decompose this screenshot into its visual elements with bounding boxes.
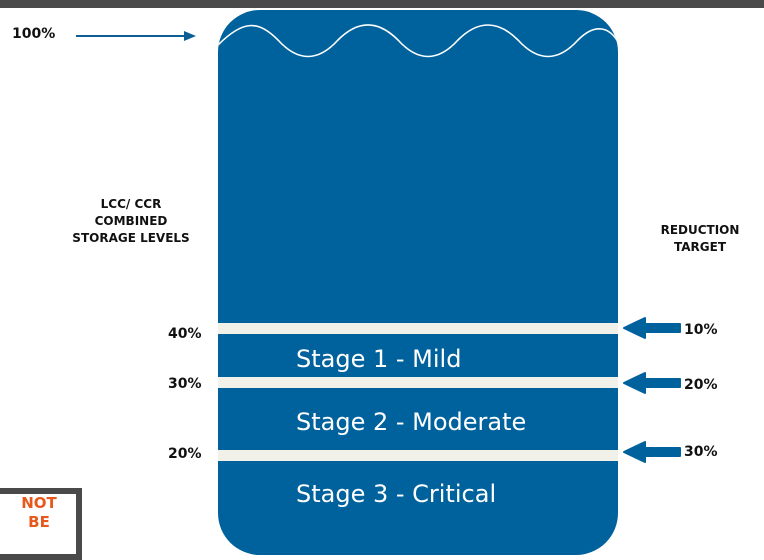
storage-heading-line-1: LCC/ CCR — [100, 197, 162, 211]
stage-3-label: Stage 3 - Critical — [296, 480, 497, 508]
storage-level-40: 40% — [168, 326, 202, 342]
arrow-right-icon — [76, 31, 196, 41]
top-bar — [0, 0, 764, 8]
level-band-20 — [218, 450, 618, 461]
arrow-left-icon — [623, 372, 681, 394]
storage-heading-line-3: STORAGE LEVELS — [72, 231, 190, 245]
water-surface-wave — [218, 24, 618, 58]
reduction-target-heading: REDUCTION TARGET — [640, 222, 760, 256]
reduction-target-20: 20% — [684, 377, 718, 393]
arrow-left-icon — [623, 441, 681, 463]
notice-line-1: NOT — [21, 494, 57, 512]
storage-level-20: 20% — [168, 446, 202, 462]
notice-box: NOT BE — [0, 488, 82, 560]
full-level-label: 100% — [12, 26, 56, 42]
reduction-heading-line-1: REDUCTION — [660, 223, 740, 237]
reduction-heading-line-2: TARGET — [673, 240, 726, 254]
storage-tank: Stage 1 - Mild Stage 2 - Moderate Stage … — [218, 10, 618, 555]
storage-heading-line-2: COMBINED — [94, 214, 168, 228]
reduction-target-10: 10% — [684, 322, 718, 338]
level-band-30 — [218, 377, 618, 388]
storage-levels-heading: LCC/ CCR COMBINED STORAGE LEVELS — [46, 196, 216, 247]
notice-line-2: BE — [28, 513, 50, 531]
stage-2-label: Stage 2 - Moderate — [296, 408, 527, 436]
arrow-left-icon — [623, 317, 681, 339]
reduction-target-30: 30% — [684, 444, 718, 460]
level-band-40 — [218, 323, 618, 334]
storage-level-30: 30% — [168, 376, 202, 392]
stage-1-label: Stage 1 - Mild — [296, 345, 462, 373]
